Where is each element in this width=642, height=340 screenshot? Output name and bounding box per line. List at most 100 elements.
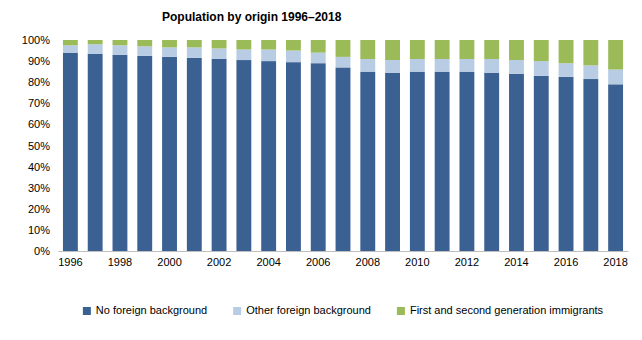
bar xyxy=(509,40,524,60)
tick: 20% xyxy=(28,203,58,215)
series xyxy=(63,53,623,251)
tick: 2006 xyxy=(306,251,330,268)
bar xyxy=(459,72,474,251)
bar xyxy=(63,40,78,45)
tick: 2002 xyxy=(207,251,231,268)
bar xyxy=(435,72,450,251)
bar xyxy=(261,49,276,61)
bar xyxy=(360,40,375,59)
bar xyxy=(435,59,450,72)
bar xyxy=(261,61,276,251)
bar xyxy=(583,40,598,65)
tick: 70% xyxy=(28,97,58,109)
tick-label: 2010 xyxy=(405,256,429,268)
bars xyxy=(63,40,623,251)
tick-label: 70% xyxy=(28,97,50,109)
tick-label: 1996 xyxy=(58,256,82,268)
tick-label: 2004 xyxy=(256,256,280,268)
bar xyxy=(410,40,425,59)
y-axis: 0% 10% 20% 30% 40% 50% 60% 70% 80% 90% 100% xyxy=(22,34,59,257)
tick-label: 60% xyxy=(28,118,50,130)
bar xyxy=(410,72,425,251)
legend-swatch xyxy=(83,307,91,315)
bar xyxy=(608,40,623,70)
bar xyxy=(559,77,574,251)
bar xyxy=(88,44,103,53)
bar xyxy=(187,58,202,251)
tick-label: 80% xyxy=(28,76,50,88)
bar xyxy=(113,55,128,251)
bar xyxy=(509,74,524,251)
tick-label: 1998 xyxy=(108,256,132,268)
axis-line xyxy=(59,251,629,252)
tick-label: 100% xyxy=(22,34,50,46)
bar xyxy=(608,70,623,85)
tick-label: 2012 xyxy=(455,256,479,268)
bar xyxy=(583,65,598,79)
bar xyxy=(113,40,128,45)
series xyxy=(63,40,623,70)
bar xyxy=(509,60,524,74)
legend-item: No foreign background xyxy=(83,304,207,316)
tick-label: 2018 xyxy=(603,256,627,268)
bar xyxy=(63,45,78,52)
bar xyxy=(137,40,152,46)
tick-label: 2002 xyxy=(207,256,231,268)
tick-label: 40% xyxy=(28,161,50,173)
legend: No foreign background Other foreign backg… xyxy=(83,304,604,316)
tick: 2004 xyxy=(256,251,280,268)
tick: 50% xyxy=(28,140,58,152)
tick: 2010 xyxy=(405,251,429,268)
tick: 2016 xyxy=(554,251,578,268)
bar xyxy=(459,40,474,59)
bar xyxy=(336,67,351,251)
bar xyxy=(286,51,301,63)
bar xyxy=(484,59,499,73)
bar xyxy=(459,59,474,72)
tick-label: 10% xyxy=(28,224,50,236)
bar xyxy=(608,84,623,251)
bar xyxy=(261,40,276,49)
bar xyxy=(162,40,177,47)
bar xyxy=(212,48,227,59)
bar xyxy=(559,63,574,77)
legend-swatch xyxy=(397,307,405,315)
plot: 0% 10% 20% 30% 40% 50% 60% 70% 80% 90% 100% 1996 199… xyxy=(22,34,629,268)
bar xyxy=(212,59,227,251)
bar xyxy=(236,60,251,251)
bar xyxy=(534,76,549,251)
bar xyxy=(137,46,152,55)
bar xyxy=(484,73,499,251)
bar xyxy=(311,63,326,251)
bar xyxy=(360,59,375,72)
tick-label: 0% xyxy=(34,245,50,257)
tick-label: 2000 xyxy=(157,256,181,268)
legend-item: First and second generation immigrants xyxy=(397,304,604,316)
tick: 2008 xyxy=(356,251,380,268)
legend-item: Other foreign background xyxy=(233,304,371,316)
tick-label: 30% xyxy=(28,182,50,194)
axis-line xyxy=(58,41,59,252)
bar xyxy=(583,79,598,251)
legend-label: Other foreign background xyxy=(246,304,371,316)
bar xyxy=(385,60,400,73)
tick: 2014 xyxy=(504,251,528,268)
tick: 10% xyxy=(28,224,58,236)
bar xyxy=(336,40,351,57)
bar xyxy=(187,40,202,47)
tick: 40% xyxy=(28,161,58,173)
tick: 60% xyxy=(28,118,58,130)
bar xyxy=(113,45,128,54)
legend-swatch xyxy=(233,307,241,315)
tick: 2018 xyxy=(603,251,627,268)
bar xyxy=(360,72,375,251)
bar xyxy=(63,53,78,251)
tick: 30% xyxy=(28,182,58,194)
bar xyxy=(559,40,574,63)
bar xyxy=(435,40,450,59)
tick-label: 90% xyxy=(28,55,50,67)
bar xyxy=(336,57,351,68)
tick-label: 50% xyxy=(28,140,50,152)
legend-label: No foreign background xyxy=(96,304,207,316)
bar xyxy=(484,40,499,59)
